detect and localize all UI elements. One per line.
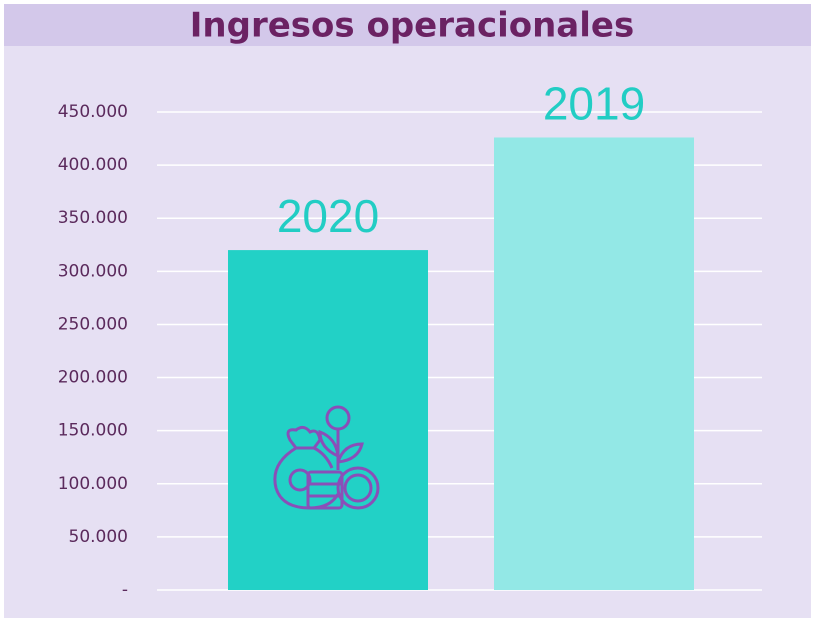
chart-title: Ingresos operacionales [190,6,634,46]
y-tick-label: 150.000 [58,421,128,441]
y-tick-label: 450.000 [58,102,128,122]
y-tick-label: 50.000 [69,527,128,547]
category-label: 2019 [543,78,645,130]
y-tick-label: 100.000 [58,474,128,494]
y-tick-label: 300.000 [58,261,128,281]
y-tick-label: 200.000 [58,368,128,388]
money-icon [273,405,380,510]
bar [494,137,694,590]
category-label: 2020 [277,190,379,242]
title-band [4,4,811,46]
y-tick-label: 350.000 [58,208,128,228]
y-tick-label: 250.000 [58,314,128,334]
y-tick-label: - [122,580,128,600]
plot-area: - 50.000 100.000 150.000 200.000 250.000 300.0… [58,78,762,600]
y-tick-label: 400.000 [58,155,128,175]
